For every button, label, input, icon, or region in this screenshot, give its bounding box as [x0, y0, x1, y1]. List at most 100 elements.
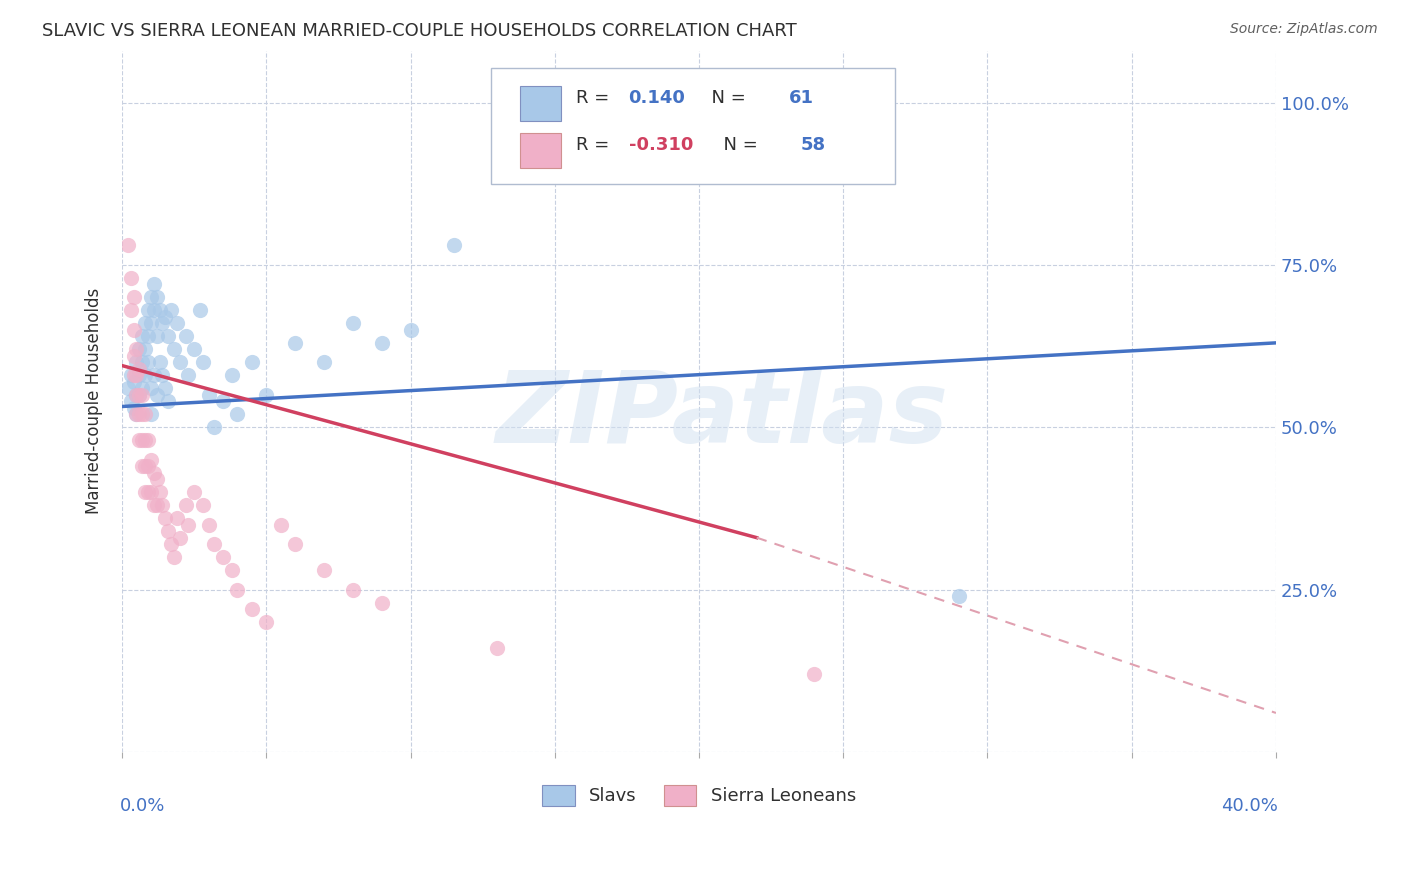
Point: [120, 368, 142, 383]
Point: [157, 394, 180, 409]
Point: [131, 434, 153, 448]
Point: [155, 511, 177, 525]
Point: [139, 381, 162, 395]
Text: 40.0%: 40.0%: [1222, 797, 1278, 815]
Point: [197, 517, 219, 532]
Point: [125, 407, 148, 421]
Text: -0.310: -0.310: [628, 136, 693, 154]
Point: [145, 290, 167, 304]
Point: [155, 381, 177, 395]
Bar: [520, 86, 561, 120]
Y-axis label: Married-couple Households: Married-couple Households: [86, 288, 103, 515]
Point: [136, 355, 159, 369]
Point: [122, 375, 145, 389]
Point: [163, 550, 186, 565]
Point: [174, 329, 197, 343]
Point: [134, 459, 156, 474]
Point: [160, 303, 183, 318]
Point: [312, 355, 335, 369]
Point: [166, 511, 188, 525]
Point: [128, 343, 150, 357]
Point: [169, 531, 191, 545]
Point: [142, 466, 165, 480]
Point: [342, 582, 364, 597]
Point: [152, 498, 174, 512]
Point: [128, 388, 150, 402]
Text: 0.0%: 0.0%: [120, 797, 165, 815]
Point: [157, 524, 180, 538]
Point: [174, 498, 197, 512]
Point: [139, 290, 162, 304]
Point: [134, 407, 156, 421]
Point: [120, 303, 142, 318]
Point: [148, 485, 170, 500]
Point: [177, 368, 200, 383]
Point: [145, 388, 167, 402]
Point: [134, 317, 156, 331]
Point: [125, 355, 148, 369]
Text: Source: ZipAtlas.com: Source: ZipAtlas.com: [1230, 22, 1378, 37]
Point: [131, 459, 153, 474]
Point: [160, 537, 183, 551]
Text: N =: N =: [711, 136, 763, 154]
Point: [117, 381, 139, 395]
Point: [122, 290, 145, 304]
Point: [145, 329, 167, 343]
Point: [152, 368, 174, 383]
Point: [131, 381, 153, 395]
Point: [948, 589, 970, 603]
Point: [120, 271, 142, 285]
Point: [284, 335, 307, 350]
Point: [221, 563, 243, 577]
Point: [202, 537, 225, 551]
Point: [128, 388, 150, 402]
Text: 58: 58: [800, 136, 825, 154]
Point: [131, 329, 153, 343]
Point: [399, 323, 422, 337]
Point: [240, 355, 263, 369]
Point: [191, 498, 214, 512]
Point: [155, 310, 177, 324]
Point: [284, 537, 307, 551]
Point: [254, 615, 277, 629]
Legend: Slavs, Sierra Leoneans: Slavs, Sierra Leoneans: [534, 778, 863, 813]
Text: R =: R =: [575, 136, 614, 154]
Point: [128, 407, 150, 421]
Point: [136, 485, 159, 500]
Point: [139, 317, 162, 331]
Point: [157, 329, 180, 343]
Point: [128, 361, 150, 376]
Point: [125, 343, 148, 357]
Point: [122, 401, 145, 415]
Bar: [520, 133, 561, 168]
Point: [212, 550, 235, 565]
Point: [122, 323, 145, 337]
Point: [125, 407, 148, 421]
Point: [226, 582, 249, 597]
Point: [145, 498, 167, 512]
Text: 0.140: 0.140: [628, 89, 686, 107]
Point: [342, 317, 364, 331]
Point: [177, 517, 200, 532]
Point: [134, 343, 156, 357]
Point: [226, 407, 249, 421]
Point: [128, 434, 150, 448]
Point: [142, 303, 165, 318]
Point: [120, 394, 142, 409]
Point: [125, 388, 148, 402]
Point: [166, 317, 188, 331]
Point: [131, 407, 153, 421]
Point: [125, 368, 148, 383]
Point: [136, 303, 159, 318]
Text: SLAVIC VS SIERRA LEONEAN MARRIED-COUPLE HOUSEHOLDS CORRELATION CHART: SLAVIC VS SIERRA LEONEAN MARRIED-COUPLE …: [42, 22, 797, 40]
Point: [148, 355, 170, 369]
Text: R =: R =: [575, 89, 614, 107]
Point: [142, 368, 165, 383]
Point: [134, 485, 156, 500]
Point: [142, 277, 165, 292]
Point: [122, 368, 145, 383]
Point: [202, 420, 225, 434]
Point: [443, 238, 465, 252]
Point: [212, 394, 235, 409]
Point: [197, 388, 219, 402]
